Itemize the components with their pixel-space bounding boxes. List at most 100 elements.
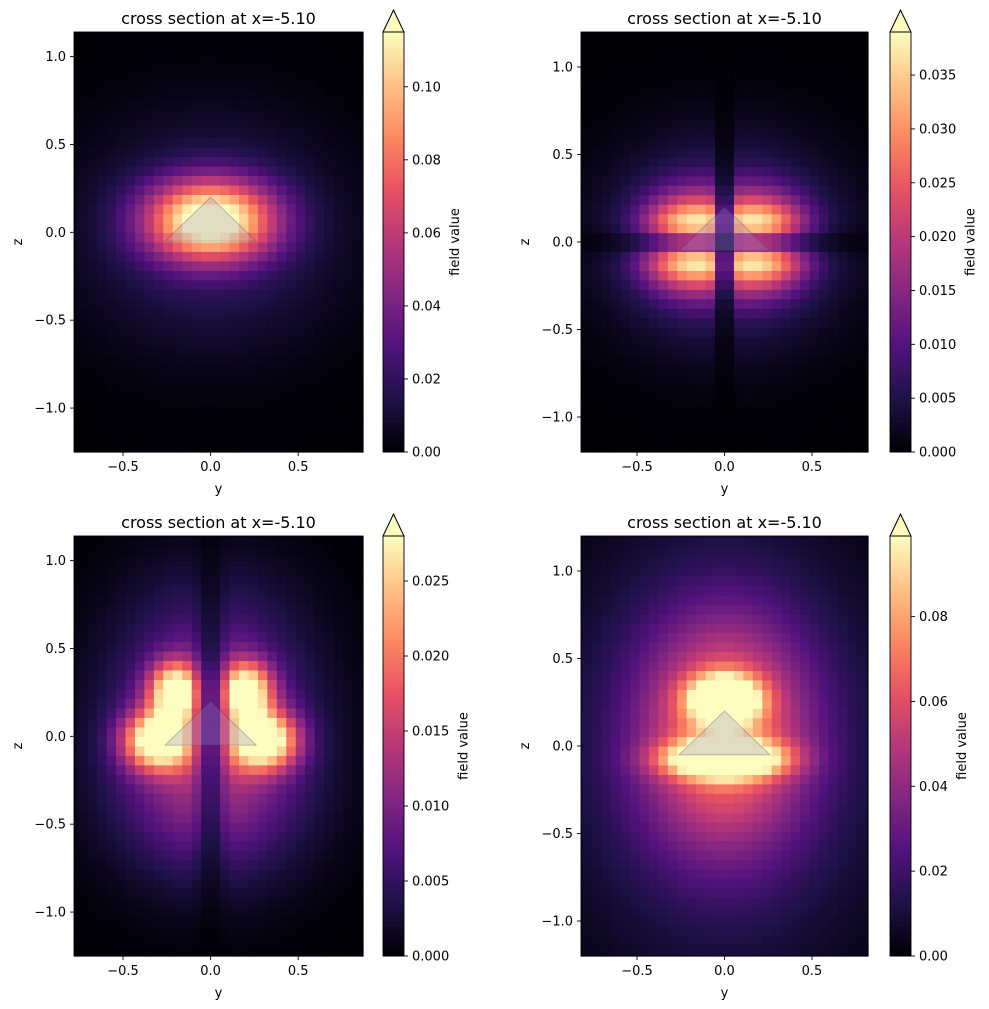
heatmap-cell — [658, 935, 669, 946]
heatmap-cell — [771, 166, 782, 177]
heatmap-cell — [847, 393, 858, 404]
heatmap-cell — [733, 53, 744, 64]
heatmap-cell — [352, 812, 363, 823]
heatmap-cell — [630, 289, 641, 300]
heatmap-cell — [267, 537, 278, 548]
heatmap-cell — [106, 631, 117, 643]
heatmap-cell — [276, 89, 287, 101]
heatmap-cell — [305, 346, 316, 357]
heatmap-cell — [78, 127, 89, 139]
heatmap-cell — [248, 783, 259, 794]
heatmap-cell — [581, 364, 584, 375]
heatmap-cell — [352, 156, 363, 167]
heatmap-cell — [87, 897, 98, 908]
heatmap-cell — [733, 147, 744, 158]
heatmap-cell — [87, 631, 98, 643]
heatmap-cell — [314, 52, 325, 63]
heatmap-cell — [229, 565, 240, 576]
heatmap-cell — [648, 270, 659, 281]
heatmap-cell — [630, 279, 641, 290]
heatmap-cell — [201, 422, 212, 433]
heatmap-cell — [78, 289, 89, 300]
heatmap-cell — [581, 755, 584, 766]
heatmap-cell — [257, 80, 268, 91]
heatmap-cell — [238, 717, 250, 728]
heatmap-cell — [648, 897, 659, 908]
heatmap-cell — [286, 422, 297, 433]
heatmap-cell — [809, 90, 820, 101]
heatmap-cell — [286, 935, 297, 946]
heatmap-cell — [97, 736, 108, 747]
colorbar-outline — [382, 512, 405, 957]
heatmap-cell — [220, 422, 231, 433]
heatmap-cell — [229, 631, 240, 643]
heatmap-cell — [191, 403, 202, 414]
heatmap-cell — [248, 565, 259, 576]
heatmap-cell — [847, 53, 858, 64]
heatmap-cell — [800, 251, 811, 262]
heatmap-cell — [667, 53, 678, 64]
heatmap-cell — [267, 393, 278, 404]
heatmap-cell — [705, 166, 716, 177]
heatmap-cell — [191, 118, 202, 129]
heatmap-cell — [601, 412, 612, 423]
heatmap-cell — [201, 80, 212, 91]
heatmap-cell — [677, 90, 688, 101]
heatmap-cell — [696, 138, 707, 149]
heatmap-cell — [847, 336, 858, 347]
heatmap-cell — [295, 821, 306, 832]
heatmap-cell — [733, 298, 744, 309]
heatmap-cell — [630, 925, 641, 936]
heatmap-cell — [630, 71, 641, 82]
heatmap-cell — [581, 670, 584, 681]
heatmap-cell — [144, 726, 155, 737]
heatmap-cell — [182, 80, 193, 91]
heatmap-cell — [733, 374, 744, 385]
heatmap-cell — [762, 156, 773, 167]
heatmap-cell — [191, 783, 202, 794]
heatmap-cell — [125, 612, 136, 624]
heatmap-cell — [715, 327, 726, 338]
heatmap-cell — [134, 831, 146, 842]
heatmap-cell — [172, 327, 183, 338]
heatmap-cell — [715, 412, 726, 423]
heatmap-cell — [144, 260, 155, 271]
heatmap-cell — [611, 298, 622, 309]
heatmap-cell — [715, 383, 726, 394]
heatmap-cell — [343, 71, 354, 82]
heatmap-cell — [286, 308, 297, 319]
heatmap-cell — [78, 213, 89, 224]
heatmap-cell — [163, 774, 174, 785]
heatmap-cell — [809, 156, 820, 167]
heatmap-cell — [724, 412, 735, 423]
heatmap-cell — [116, 641, 127, 652]
heatmap-cell — [333, 99, 344, 110]
heatmap-cell — [87, 308, 98, 319]
heatmap-cell — [696, 364, 707, 375]
heatmap-cell — [592, 421, 603, 432]
heatmap-cell — [639, 831, 650, 842]
heatmap-cell — [238, 118, 250, 129]
heatmap-cell — [847, 175, 858, 186]
heatmap-cell — [97, 355, 108, 366]
heatmap-cell — [153, 603, 164, 614]
heatmap-cell — [343, 726, 354, 737]
heatmap-cell — [97, 669, 108, 680]
heatmap-cell — [592, 242, 603, 253]
heatmap-cell — [733, 449, 744, 453]
heatmap-cell — [116, 650, 127, 662]
heatmap-cell — [343, 821, 354, 832]
heatmap-cell — [257, 184, 268, 195]
heatmap-cell — [238, 935, 250, 946]
heatmap-cell — [286, 556, 297, 567]
heatmap-cell — [163, 317, 174, 328]
heatmap-cell — [601, 100, 612, 111]
heatmap-cell — [257, 926, 268, 937]
heatmap-cell — [601, 251, 612, 262]
heatmap-cell — [724, 308, 735, 319]
heatmap-cell — [620, 71, 631, 82]
heatmap-cell — [134, 926, 146, 937]
heatmap-cell — [182, 99, 193, 110]
heatmap-cell — [267, 118, 278, 129]
heatmap-cell — [163, 840, 174, 851]
